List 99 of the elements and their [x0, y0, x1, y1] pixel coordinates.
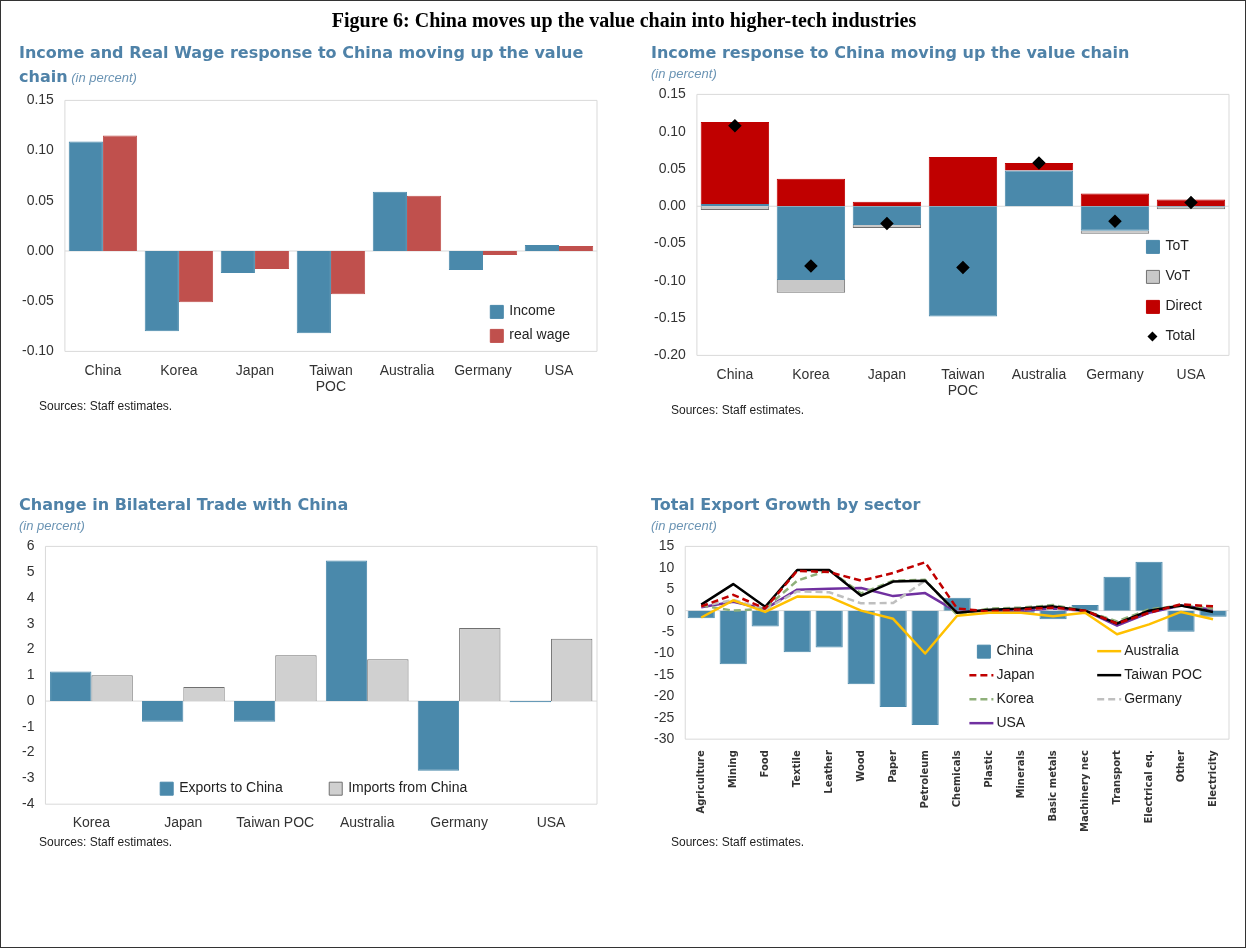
y-tick-label: 0 [666, 601, 675, 618]
source-note: Sources: Staff estimates. [39, 835, 174, 849]
y-tick-label: 0 [26, 691, 35, 708]
y-tick-label: -4 [22, 795, 35, 812]
legend-label: Australia [1124, 642, 1179, 659]
y-tick-label: -3 [22, 769, 35, 786]
x-tick-label: Taiwan POC [941, 365, 985, 399]
y-tick-label: 0.15 [26, 91, 55, 108]
caption: Figure 6: China moves up the value chain into higher-tech industries [330, 9, 918, 32]
x-tick-label: Japan [235, 361, 275, 378]
y-tick-label: 0.00 [26, 241, 55, 258]
legend-label: Income [509, 302, 556, 319]
y-tick-label: 0.10 [26, 141, 55, 158]
x-tick-label: Transport [1110, 749, 1122, 805]
x-tick-label: Korea [72, 814, 111, 831]
legend-label: Imports from China [348, 779, 468, 796]
legend-label: Germany [1124, 690, 1182, 707]
x-tick-label: Wood [854, 750, 866, 782]
legend-label: Exports to China [179, 779, 283, 796]
y-tick-label: -2 [22, 743, 35, 760]
x-tick-label: Germany [454, 361, 512, 378]
y-tick-label: -30 [654, 730, 675, 747]
x-tick-label: Japan [164, 814, 203, 831]
x-tick-label: Taiwan POC [236, 814, 315, 831]
y-tick-label: 0.10 [658, 122, 687, 139]
y-tick-label: -0.05 [21, 292, 55, 309]
x-tick-label: Machinery nec [1078, 750, 1090, 833]
x-tick-label: Electrical eq. [1142, 750, 1154, 824]
x-tick-label: Petroleum [918, 750, 930, 809]
x-tick-label: USA [536, 814, 567, 831]
y-tick-label: 0.00 [658, 197, 687, 214]
y-tick-label: 4 [26, 588, 35, 605]
y-tick-label: 3 [26, 614, 35, 631]
y-tick-label: 5 [26, 563, 35, 580]
y-tick-label: 1 [26, 666, 35, 683]
x-tick-label: USA [1176, 365, 1207, 382]
y-tick-label: -0.15 [653, 308, 687, 325]
x-tick-label: Paper [886, 750, 898, 783]
y-tick-label: -0.20 [653, 346, 687, 363]
x-tick-label: Australia [1011, 365, 1067, 382]
x-tick-label: Basic metals [1046, 750, 1058, 822]
x-tick-label: Leather [822, 750, 834, 794]
legend-label: real wage [509, 326, 571, 343]
x-tick-label: Australia [379, 361, 435, 378]
x-tick-label: Japan [867, 365, 907, 382]
y-tick-label: 5 [666, 580, 675, 597]
y-tick-label: 6 [26, 537, 35, 554]
y-tick-label: -20 [654, 687, 675, 704]
legend-label: USA [996, 714, 1026, 731]
legend-label: Total [1165, 327, 1196, 344]
chart-title: Income response to China moving up the value chain [651, 42, 1131, 64]
chart-subtitle: (in percent) [19, 518, 85, 533]
legend-label: Taiwan POC [1124, 666, 1203, 683]
legend-label: Korea [996, 690, 1034, 707]
x-tick-label: Taiwan POC [309, 361, 353, 395]
chart-subtitle: (in percent) [70, 70, 137, 85]
x-tick-label: Korea [792, 365, 830, 382]
x-tick-label: Germany [430, 814, 488, 831]
x-tick-label: Australia [339, 814, 395, 831]
y-tick-label: -0.10 [21, 342, 55, 359]
y-tick-label: -5 [661, 622, 675, 639]
x-tick-label: China [84, 361, 122, 378]
x-tick-label: China [716, 365, 754, 382]
legend-label: VoT [1165, 267, 1191, 284]
chart-title: Change in Bilateral Trade with China [19, 494, 350, 516]
x-tick-label: Textile [790, 749, 802, 788]
chart-subtitle: (in percent) [651, 518, 717, 533]
x-tick-label: Other [1174, 750, 1186, 783]
y-tick-label: -25 [654, 708, 675, 725]
legend-label: Direct [1165, 297, 1203, 314]
x-tick-label: USA [544, 361, 575, 378]
legend-label: Japan [996, 666, 1035, 683]
source-note: Sources: Staff estimates. [39, 399, 174, 413]
x-tick-label: Agriculture [694, 749, 706, 814]
y-tick-label: 10 [658, 558, 675, 575]
x-tick-label: Germany [1086, 365, 1144, 382]
source-note: Sources: Staff estimates. [671, 835, 806, 849]
y-tick-label: 0.15 [658, 85, 687, 102]
source-note: Sources: Staff estimates. [671, 403, 806, 417]
x-tick-label: Korea [160, 361, 198, 378]
x-tick-label: Mining [726, 750, 738, 789]
y-tick-label: -0.05 [653, 234, 687, 251]
chart-subtitle: (in percent) [651, 66, 717, 81]
x-tick-label: Food [758, 750, 770, 778]
x-tick-label: Electricity [1206, 749, 1218, 807]
y-tick-label: 0.05 [658, 159, 687, 176]
legend-label: China [996, 642, 1034, 659]
x-tick-label: Plastic [982, 750, 994, 788]
y-tick-label: -0.10 [653, 271, 687, 288]
x-tick-label: Minerals [1014, 750, 1026, 799]
y-tick-label: 15 [658, 537, 675, 554]
y-tick-label: -10 [654, 644, 675, 661]
y-tick-label: -1 [22, 717, 35, 734]
y-tick-label: 0.05 [26, 191, 55, 208]
x-tick-label: Chemicals [950, 750, 962, 808]
y-tick-label: -15 [654, 665, 675, 682]
y-tick-label: 2 [26, 640, 35, 657]
legend-label: ToT [1165, 237, 1190, 254]
chart-title: Total Export Growth by sector [651, 494, 922, 516]
